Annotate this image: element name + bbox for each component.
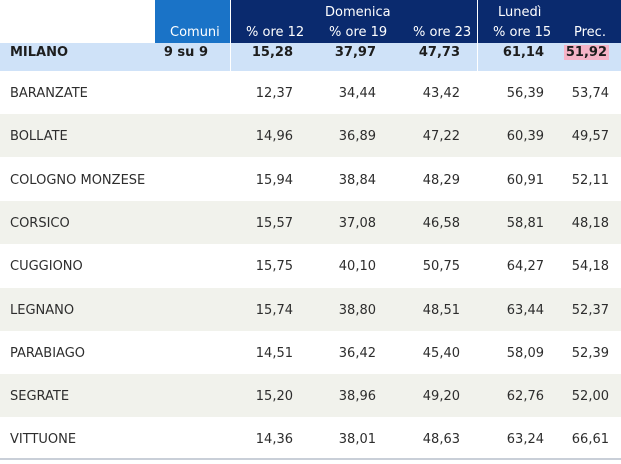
row-ore23: 43,42 <box>422 86 460 101</box>
row-ore12: 14,96 <box>255 129 293 145</box>
row-ore15: 63,44 <box>506 302 544 318</box>
header-ore12: % ore 12 <box>246 25 305 40</box>
table-row: BARANZATE 12,37 34,44 43,42 56,39 53,74 <box>0 71 621 114</box>
row-ore12: 15,74 <box>255 302 293 318</box>
row-ore15: 64,27 <box>506 259 544 275</box>
header-ore19: % ore 19 <box>329 25 388 40</box>
table-row: SEGRATE 15,20 38,96 49,20 62,76 52,00 <box>0 374 621 418</box>
row-ore15: 63,24 <box>506 432 544 448</box>
table-bottom-border <box>0 458 621 460</box>
row-ore12: 15,28 <box>251 45 293 60</box>
row-prec: 52,00 <box>571 389 609 405</box>
row-ore23: 47,73 <box>418 45 460 60</box>
row-ore12: 14,36 <box>255 432 293 448</box>
row-prec: 53,74 <box>571 86 609 101</box>
header-domenica: Domenica <box>325 5 391 20</box>
row-ore19: 38,01 <box>338 432 376 448</box>
row-prec: 52,37 <box>571 302 609 318</box>
header-lunedi: Lunedì <box>498 5 542 20</box>
row-ore15: 58,81 <box>506 215 544 231</box>
header-divider <box>477 0 478 43</box>
row-name: MILANO <box>10 45 69 60</box>
row-prec: 52,11 <box>571 172 609 188</box>
row-ore19: 40,10 <box>338 259 376 275</box>
row-ore15: 58,09 <box>506 345 544 361</box>
row-name: SEGRATE <box>10 389 70 405</box>
table-row-milano: MILANO 9 su 9 15,28 37,97 47,73 61,14 51… <box>0 43 621 71</box>
row-ore23: 46,58 <box>422 215 460 231</box>
table-row: CUGGIONO 15,75 40,10 50,75 64,27 54,18 <box>0 244 621 287</box>
row-divider <box>230 43 231 71</box>
table-row: CORSICO 15,57 37,08 46,58 58,81 48,18 <box>0 200 621 244</box>
row-ore19: 37,97 <box>334 45 376 60</box>
row-ore19: 36,42 <box>338 345 376 361</box>
table-row: PARABIAGO 14,51 36,42 45,40 58,09 52,39 <box>0 331 621 374</box>
table-row: BOLLATE 14,96 36,89 47,22 60,39 49,57 <box>0 114 621 158</box>
row-name: PARABIAGO <box>10 345 86 361</box>
row-ore12: 12,37 <box>255 86 293 101</box>
row-ore23: 49,20 <box>422 389 460 405</box>
row-ore12: 15,20 <box>255 389 293 405</box>
row-ore23: 48,29 <box>422 172 460 188</box>
header-domenica-cell <box>230 0 477 43</box>
row-divider <box>477 43 478 71</box>
row-ore15: 60,91 <box>506 172 544 188</box>
row-name: CUGGIONO <box>10 259 83 275</box>
row-prec: 49,57 <box>571 129 609 145</box>
table-row: VITTUONE 14,36 38,01 48,63 63,24 66,61 <box>0 417 621 460</box>
row-ore19: 37,08 <box>338 215 376 231</box>
row-prec: 51,92 <box>563 45 609 60</box>
prec-highlight: 51,92 <box>563 45 609 60</box>
row-prec: 48,18 <box>571 215 609 231</box>
row-ore23: 50,75 <box>422 259 460 275</box>
row-ore12: 14,51 <box>255 345 293 361</box>
row-ore15: 60,39 <box>506 129 544 145</box>
header-comuni-cell <box>155 0 230 43</box>
row-name: VITTUONE <box>10 432 77 448</box>
header-divider <box>230 0 231 43</box>
header-prec: Prec. <box>574 25 606 40</box>
row-prec: 54,18 <box>571 259 609 275</box>
table-row: COLOGNO MONZESE 15,94 38,84 48,29 60,91 52,11 <box>0 158 621 201</box>
header-ore15: % ore 15 <box>493 25 552 40</box>
row-ore12: 15,75 <box>255 259 293 275</box>
row-ore19: 38,96 <box>338 389 376 405</box>
row-comuni: 9 su 9 <box>163 45 208 60</box>
table-header: Comuni Domenica Lunedì % ore 12 % ore 19… <box>0 0 621 43</box>
row-ore23: 45,40 <box>422 345 460 361</box>
header-blank <box>0 0 155 43</box>
row-prec: 52,39 <box>571 345 609 361</box>
header-comuni: Comuni <box>170 25 220 40</box>
row-name: LEGNANO <box>10 302 75 318</box>
row-ore23: 48,63 <box>422 432 460 448</box>
row-ore15: 61,14 <box>502 45 544 60</box>
header-ore23: % ore 23 <box>413 25 472 40</box>
row-prec: 66,61 <box>571 432 609 448</box>
row-ore19: 38,84 <box>338 172 376 188</box>
row-name: COLOGNO MONZESE <box>10 172 146 188</box>
row-ore12: 15,94 <box>255 172 293 188</box>
row-ore15: 56,39 <box>506 86 544 101</box>
table-row: LEGNANO 15,74 38,80 48,51 63,44 52,37 <box>0 287 621 331</box>
header-lunedi-cell <box>477 0 621 43</box>
row-name: BOLLATE <box>10 129 68 145</box>
row-name: BARANZATE <box>10 86 88 101</box>
row-ore15: 62,76 <box>506 389 544 405</box>
row-ore23: 47,22 <box>422 129 460 145</box>
row-name: CORSICO <box>10 215 70 231</box>
row-ore19: 36,89 <box>338 129 376 145</box>
row-ore12: 15,57 <box>255 215 293 231</box>
row-ore19: 38,80 <box>338 302 376 318</box>
row-ore19: 34,44 <box>338 86 376 101</box>
row-ore23: 48,51 <box>422 302 460 318</box>
